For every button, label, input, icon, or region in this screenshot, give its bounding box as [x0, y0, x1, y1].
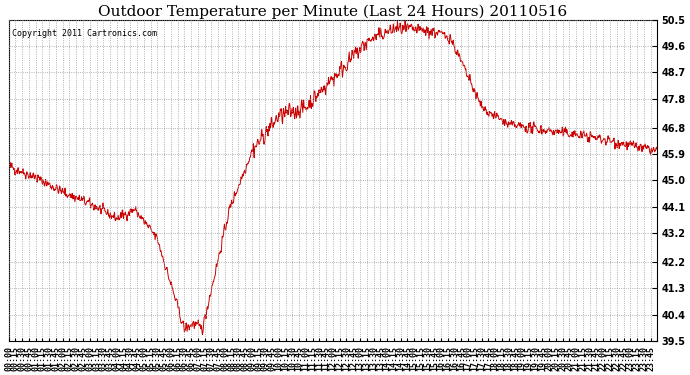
Title: Outdoor Temperature per Minute (Last 24 Hours) 20110516: Outdoor Temperature per Minute (Last 24 …: [98, 4, 567, 18]
Text: Copyright 2011 Cartronics.com: Copyright 2011 Cartronics.com: [12, 29, 157, 38]
